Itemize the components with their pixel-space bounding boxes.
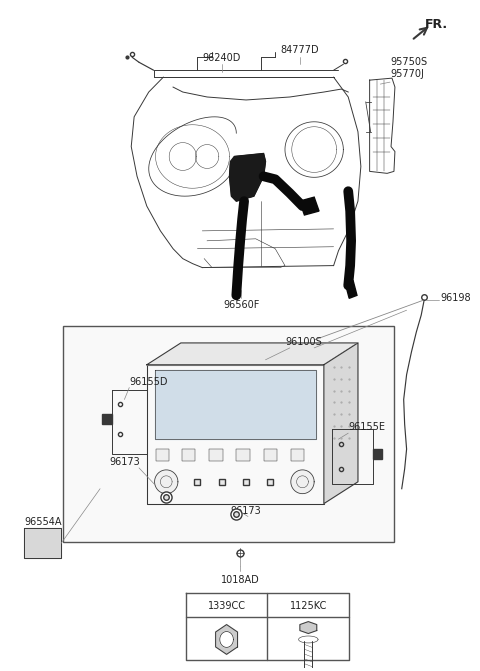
Polygon shape <box>324 343 358 504</box>
Bar <box>182 449 195 461</box>
Bar <box>236 449 250 461</box>
Text: 96173: 96173 <box>109 457 140 467</box>
Text: 1018AD: 1018AD <box>221 575 260 585</box>
Text: 96100S: 96100S <box>285 337 322 347</box>
Text: 96560F: 96560F <box>223 300 259 310</box>
Polygon shape <box>220 631 233 648</box>
Bar <box>63 326 394 542</box>
Text: 96173: 96173 <box>231 505 262 515</box>
Polygon shape <box>216 625 238 654</box>
Polygon shape <box>300 197 319 215</box>
Polygon shape <box>300 621 317 633</box>
Text: 95770J: 95770J <box>390 69 424 79</box>
Text: 84777D: 84777D <box>280 46 319 56</box>
Polygon shape <box>345 280 357 299</box>
Polygon shape <box>147 343 358 365</box>
Polygon shape <box>24 528 61 558</box>
Polygon shape <box>155 470 178 494</box>
Polygon shape <box>155 370 316 439</box>
Bar <box>291 449 304 461</box>
Polygon shape <box>229 154 265 201</box>
Polygon shape <box>291 470 314 494</box>
Text: 96554A: 96554A <box>24 517 61 527</box>
Text: 96155D: 96155D <box>129 376 168 386</box>
Text: 1339CC: 1339CC <box>207 601 246 611</box>
Bar <box>209 449 223 461</box>
Text: 1125KC: 1125KC <box>289 601 327 611</box>
Text: FR.: FR. <box>425 18 448 31</box>
Text: 96198: 96198 <box>441 293 471 303</box>
Polygon shape <box>372 449 382 459</box>
Text: 95750S: 95750S <box>390 57 427 67</box>
Text: 96240D: 96240D <box>203 53 241 63</box>
Bar <box>156 449 169 461</box>
Bar <box>264 449 277 461</box>
Polygon shape <box>102 414 112 424</box>
Text: 96155E: 96155E <box>348 422 385 432</box>
